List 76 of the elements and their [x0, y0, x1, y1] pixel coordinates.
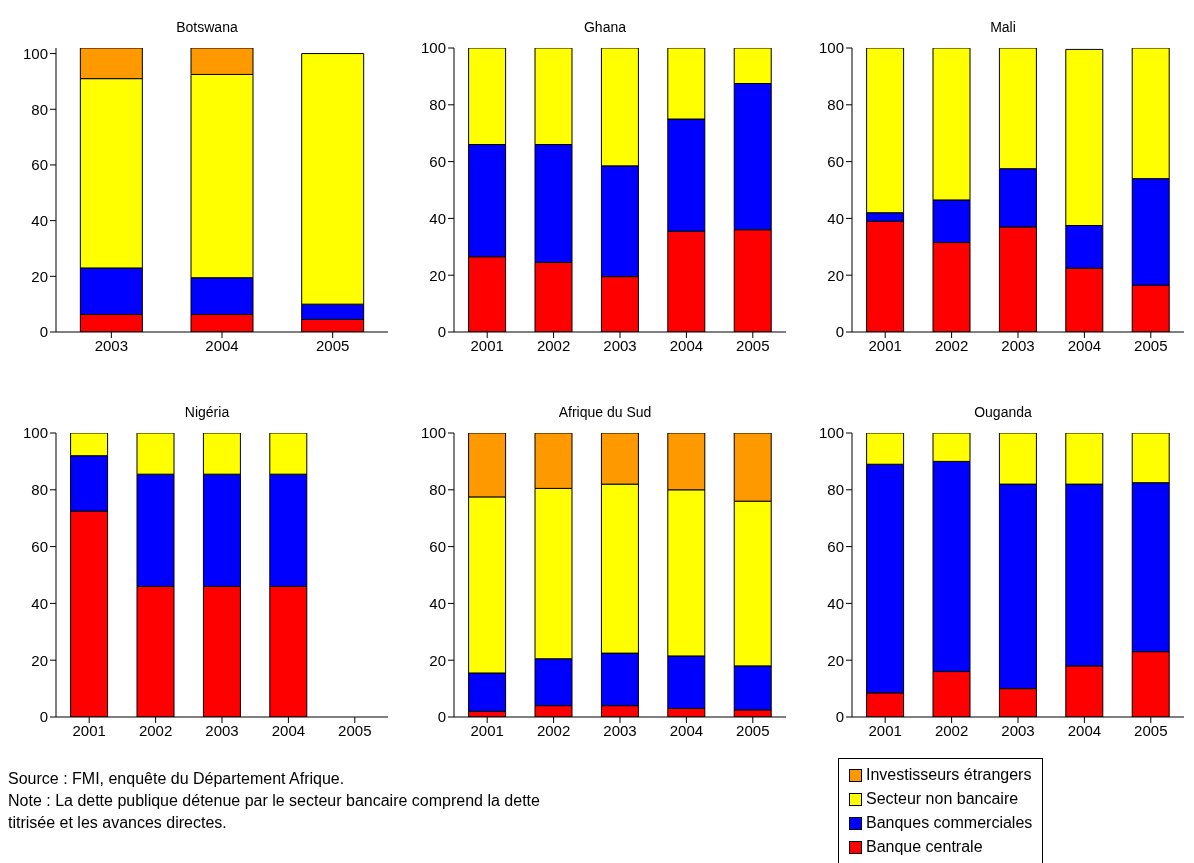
x-tick-label: 2002 — [934, 336, 969, 354]
y-tick-label: 80 — [827, 96, 844, 114]
y-tick-label: 60 — [429, 537, 446, 555]
x-tick-label: 2002 — [138, 721, 173, 739]
chart-title: Nigéria — [183, 403, 231, 422]
y-tick-label: 40 — [31, 594, 48, 612]
y-tick-label: 100 — [818, 424, 844, 442]
chart-title: Ghana — [582, 18, 627, 37]
x-tick-label: 2005 — [736, 336, 770, 354]
chart-title: Ouganda — [973, 403, 1033, 422]
chart-title: Afrique du Sud — [557, 403, 653, 422]
chart-title: Mali — [989, 18, 1017, 37]
y-tick-label: 20 — [827, 266, 844, 284]
y-tick-label: 0 — [39, 708, 48, 726]
y-tick-label: 20 — [429, 651, 446, 669]
x-tick-label: 2005 — [736, 721, 770, 739]
chart-title: Botswana — [175, 18, 239, 37]
legend-label: Secteur non bancaire — [866, 790, 1019, 808]
x-tick-label: 2003 — [1001, 721, 1035, 739]
x-tick-label: 2004 — [271, 721, 306, 739]
legend-label: Banque centrale — [866, 838, 983, 856]
y-tick-label: 40 — [31, 211, 48, 229]
y-tick-label: 60 — [827, 152, 844, 170]
legend-label: Investisseurs étrangers — [866, 766, 1032, 784]
x-tick-label: 2005 — [338, 721, 372, 739]
x-tick-label: 2002 — [536, 721, 571, 739]
source-note: Source : FMI, enquête du Département Afrique. — [8, 769, 346, 789]
x-tick-label: 2004 — [1067, 721, 1102, 739]
y-tick-label: 20 — [31, 651, 48, 669]
y-tick-label: 80 — [31, 481, 48, 499]
y-tick-label: 0 — [437, 708, 446, 726]
x-tick-label: 2005 — [1134, 336, 1168, 354]
y-tick-label: 100 — [818, 39, 844, 57]
x-tick-label: 2004 — [669, 721, 704, 739]
y-tick-label: 100 — [22, 424, 48, 442]
x-tick-label: 2002 — [536, 336, 571, 354]
x-tick-label: 2004 — [205, 336, 239, 354]
y-tick-label: 40 — [429, 209, 446, 227]
y-tick-label: 60 — [827, 537, 844, 555]
legend-label: Banques commerciales — [866, 814, 1033, 832]
x-tick-label: 2005 — [315, 336, 350, 354]
y-tick-label: 60 — [31, 537, 48, 555]
y-tick-label: 60 — [31, 156, 48, 174]
text: Note : La dette publique détenue par le secteur bancaire comprend la dette titrisée et les avances directes. — [8, 791, 541, 833]
x-tick-label: 2003 — [94, 336, 129, 354]
x-tick-label: 2003 — [205, 721, 239, 739]
y-tick-label: 20 — [429, 266, 446, 284]
y-tick-label: 0 — [835, 323, 844, 341]
y-tick-label: 80 — [429, 481, 446, 499]
y-tick-label: 40 — [827, 594, 844, 612]
x-tick-label: 2001 — [868, 336, 902, 354]
x-tick-label: 2001 — [470, 336, 504, 354]
y-tick-label: 100 — [420, 424, 446, 442]
x-tick-label: 2004 — [1067, 336, 1102, 354]
y-tick-label: 60 — [429, 152, 446, 170]
x-tick-label: 2001 — [72, 721, 106, 739]
y-tick-label: 80 — [31, 100, 48, 118]
y-tick-label: 100 — [420, 39, 446, 57]
y-tick-label: 0 — [39, 323, 48, 341]
y-tick-label: 20 — [31, 267, 48, 285]
x-tick-label: 2004 — [669, 336, 704, 354]
x-tick-label: 2002 — [934, 721, 969, 739]
y-tick-label: 20 — [827, 651, 844, 669]
x-tick-label: 2001 — [470, 721, 504, 739]
y-tick-label: 80 — [429, 96, 446, 114]
y-tick-label: 80 — [827, 481, 844, 499]
y-tick-label: 40 — [429, 594, 446, 612]
x-tick-label: 2003 — [1001, 336, 1035, 354]
y-tick-label: 40 — [827, 209, 844, 227]
y-tick-label: 0 — [437, 323, 446, 341]
x-tick-label: 2003 — [603, 336, 637, 354]
x-tick-label: 2005 — [1134, 721, 1168, 739]
y-tick-label: 100 — [22, 44, 48, 62]
x-tick-label: 2003 — [603, 721, 637, 739]
x-tick-label: 2001 — [868, 721, 902, 739]
y-tick-label: 0 — [835, 708, 844, 726]
